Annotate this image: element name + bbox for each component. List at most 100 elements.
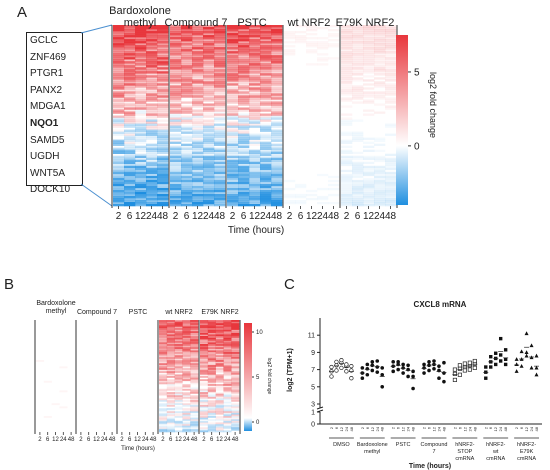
heatmap-cell <box>182 372 191 375</box>
heatmap-cell <box>385 161 397 165</box>
heatmap-cell <box>146 67 158 70</box>
heatmap-cell <box>124 153 136 157</box>
heatmap-cell <box>260 109 272 112</box>
heatmap-cell <box>146 125 158 128</box>
heatmap-cell <box>146 191 158 195</box>
data-point <box>329 364 334 370</box>
heatmap-cell <box>214 201 226 205</box>
heatmap-cell <box>223 355 232 358</box>
heatmap-cell <box>113 71 125 74</box>
heatmap-cell <box>227 35 239 38</box>
heatmap-cell <box>223 385 232 388</box>
heatmap-cell <box>214 69 226 72</box>
heatmap-cell <box>271 75 283 78</box>
heatmap-cell <box>227 169 239 173</box>
heatmap-cell <box>238 173 250 177</box>
heatmap-cell <box>214 199 226 203</box>
heatmap-cell <box>157 29 169 32</box>
heatmap-cell <box>363 99 375 102</box>
heatmap-cell <box>227 201 239 205</box>
heatmap-cell <box>190 323 199 326</box>
heatmap-cell <box>238 67 250 70</box>
heatmap-cell <box>374 51 386 54</box>
heatmap-cell <box>174 379 183 382</box>
heatmap-cell <box>181 145 193 148</box>
heatmap-cell <box>146 171 158 175</box>
panel-a-heatmap: 2 6 12 24 48 2 6 12 24 48 2 6 12 24 48 2 6 12 24 48 2 6 12 24 48… <box>80 24 438 236</box>
heatmap-cell <box>113 199 125 203</box>
heatmap-cell <box>207 408 216 410</box>
heatmap-cell <box>170 147 182 150</box>
heatmap-cell <box>238 181 250 185</box>
heatmap-cell <box>214 195 226 199</box>
heatmap-cell <box>341 131 353 134</box>
heatmap-cell <box>192 115 204 118</box>
heatmap-cell <box>181 39 193 42</box>
heatmap-cell <box>157 57 169 60</box>
heatmap-cell <box>124 105 136 108</box>
heatmap-cell <box>170 139 182 142</box>
heatmap-cell <box>124 199 136 203</box>
heatmap-cell <box>157 129 169 132</box>
heatmap-cell <box>124 139 136 142</box>
heatmap-cell <box>374 39 386 42</box>
heatmap-cell <box>124 25 136 28</box>
heatmap-cell <box>203 61 215 64</box>
heatmap-cell <box>215 369 224 372</box>
heatmap-cell <box>124 47 136 50</box>
heatmap-cell <box>352 79 364 82</box>
time-tick-label: 24 <box>317 211 329 222</box>
heatmap-cell <box>271 51 283 54</box>
colorbar-a <box>396 35 408 205</box>
heatmap-cell <box>203 189 215 193</box>
heatmap-cell <box>203 157 215 161</box>
heatmap-cell <box>124 161 136 165</box>
heatmap-cell <box>385 91 397 94</box>
heatmap-cell <box>200 424 209 426</box>
heatmap-cell <box>166 412 175 415</box>
heatmap-cell <box>227 123 239 126</box>
heatmap-cell <box>174 336 183 338</box>
heatmap-cell <box>227 31 239 34</box>
column-title: PSTC <box>212 17 292 29</box>
data-point <box>442 371 446 375</box>
heatmap-cell <box>215 377 224 380</box>
heatmap-cell <box>181 67 193 70</box>
heatmap-cell <box>260 119 272 122</box>
heatmap-cell <box>238 95 250 98</box>
heatmap-cell <box>181 63 193 66</box>
heatmap-cell <box>174 329 183 332</box>
heatmap-cell <box>192 53 204 56</box>
heatmap-cell <box>166 372 175 375</box>
heatmap-cell <box>135 185 147 189</box>
heatmap-cell <box>190 361 199 364</box>
column-title: wt NRF2 <box>269 17 349 29</box>
heatmap-cell <box>249 141 261 144</box>
data-point <box>437 376 441 380</box>
heatmap-cell <box>271 25 283 28</box>
heatmap-cell <box>192 99 204 102</box>
heatmap-cell <box>203 171 215 175</box>
heatmap-cell <box>260 193 272 197</box>
heatmap-cell <box>352 29 364 32</box>
heatmap-cell <box>214 57 226 60</box>
heatmap-cell <box>352 89 364 92</box>
heatmap-cell <box>124 195 136 199</box>
time-tick-label: 6 <box>298 211 304 222</box>
heatmap-cell <box>363 201 375 205</box>
time-tick-label: 2 <box>514 426 519 429</box>
heatmap-cell <box>135 153 147 157</box>
heatmap-cell <box>223 356 232 359</box>
heatmap-cell <box>200 337 209 340</box>
heatmap-cell <box>182 428 191 431</box>
heatmap-cell <box>363 203 375 207</box>
heatmap-cell <box>363 179 375 183</box>
heatmap-cell <box>170 151 182 155</box>
time-tick-label: 12 <box>134 437 141 443</box>
heatmap-cell <box>363 41 375 44</box>
heatmap-cell <box>238 75 250 78</box>
heatmap-cell <box>363 93 375 96</box>
heatmap-cell <box>146 121 158 124</box>
heatmap-cell <box>146 77 158 80</box>
heatmap-cell <box>214 45 226 48</box>
